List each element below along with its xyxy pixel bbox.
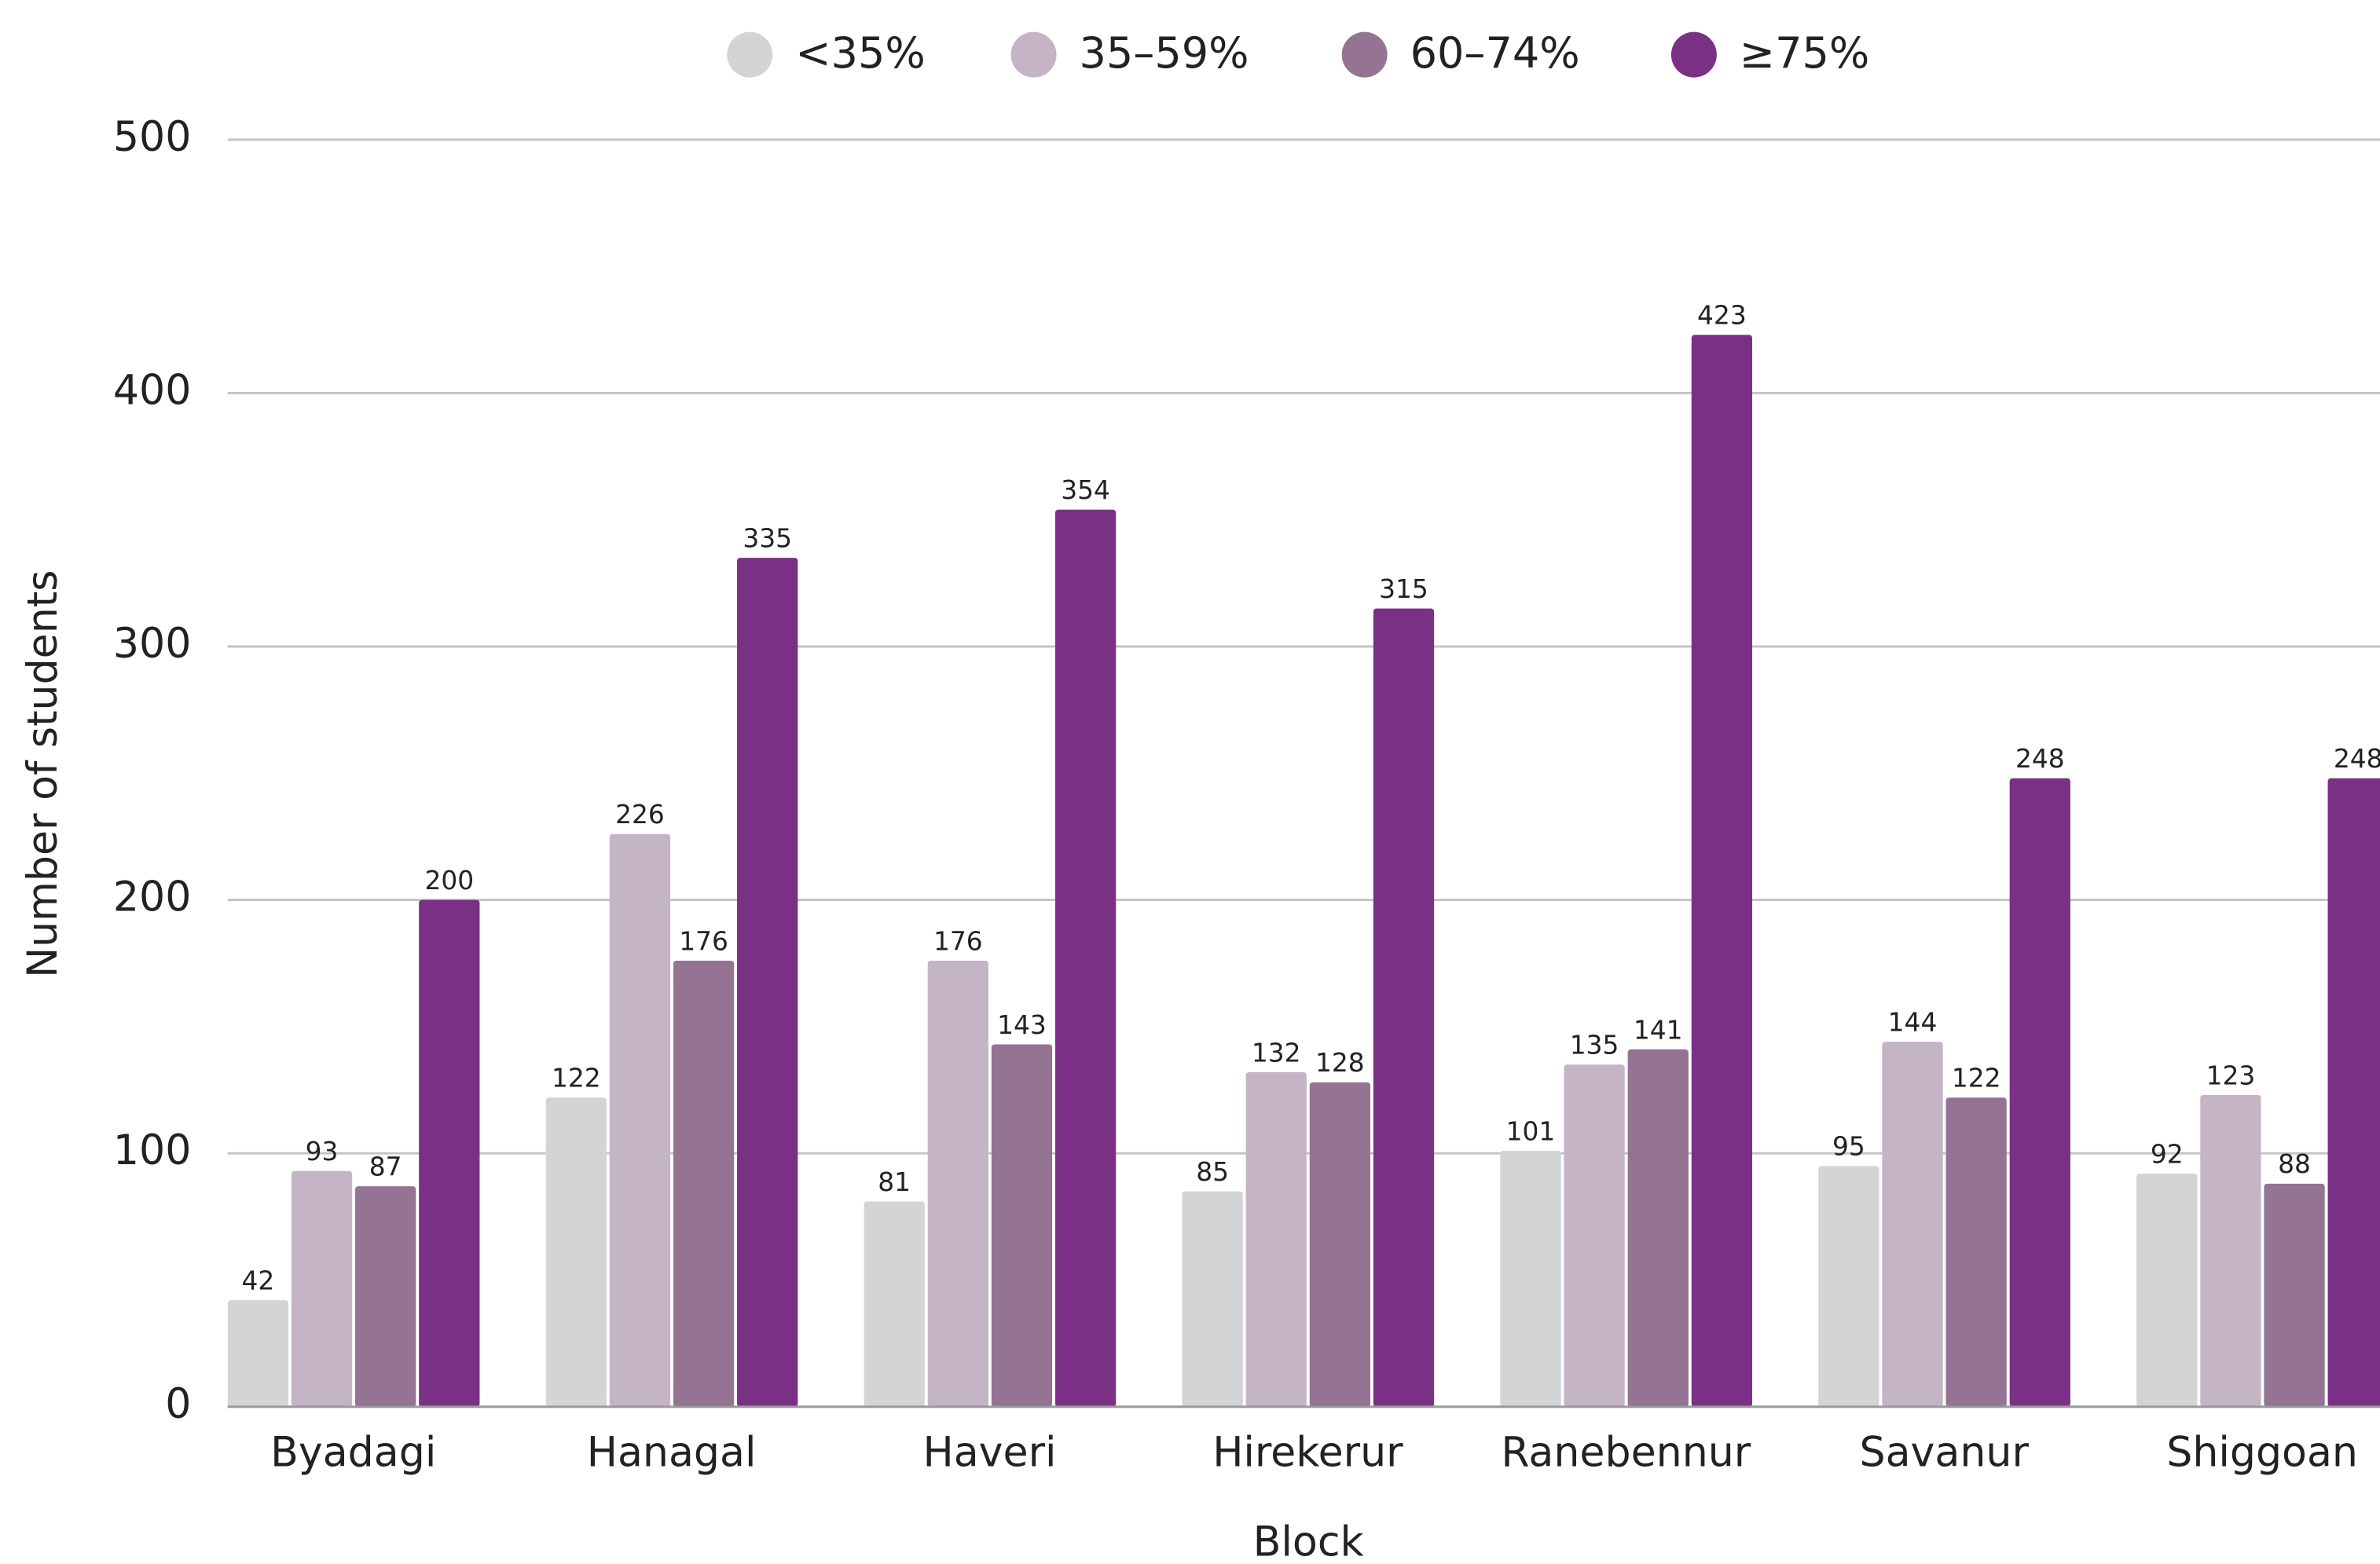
bar [1500, 1150, 1561, 1407]
bar [1627, 1049, 1689, 1407]
bar [1818, 1166, 1879, 1407]
data-label: 200 [424, 866, 474, 896]
y-tick-label: 200 [113, 874, 192, 921]
data-label: 335 [743, 523, 792, 553]
data-label: 135 [1570, 1031, 1619, 1060]
bar [291, 1170, 353, 1407]
data-label: 95 [1832, 1132, 1865, 1162]
data-label: 93 [306, 1137, 339, 1167]
legend-label: 60–74% [1410, 28, 1580, 78]
data-label: 92 [2151, 1139, 2184, 1169]
bar [1564, 1064, 1625, 1407]
data-label: 123 [2206, 1060, 2256, 1090]
bar [2200, 1095, 2261, 1407]
data-label: 423 [1697, 301, 1747, 331]
data-label: 144 [1888, 1008, 1938, 1038]
x-tick-label: Ranebennur [1501, 1430, 1751, 1477]
data-label: 88 [2278, 1149, 2311, 1179]
bar [609, 833, 671, 1407]
legend-swatch [1010, 31, 1057, 78]
x-axis-title: Block [1253, 1519, 1365, 1564]
data-label: 354 [1061, 475, 1110, 505]
data-label: 248 [2015, 744, 2065, 774]
x-tick-label: Byadagi [270, 1430, 436, 1477]
y-tick-label: 100 [113, 1127, 192, 1174]
x-tick-label: Hanagal [587, 1430, 757, 1477]
bar [1945, 1097, 2007, 1407]
data-label: 85 [1196, 1157, 1229, 1187]
bar [1245, 1071, 1307, 1407]
bar [1691, 335, 1753, 1407]
legend-label: 35–59% [1079, 28, 1249, 78]
y-tick-label: 300 [113, 621, 192, 668]
x-tick-label: Hirekerur [1212, 1430, 1403, 1477]
x-tick-label: Shiggoan [2166, 1430, 2358, 1477]
bar [1309, 1082, 1370, 1407]
data-label: 101 [1506, 1116, 1556, 1146]
bar [991, 1044, 1053, 1407]
x-tick-label: Savanur [1860, 1430, 2030, 1477]
bar [545, 1097, 607, 1407]
data-label: 143 [997, 1010, 1047, 1040]
data-label: 132 [1252, 1038, 1301, 1068]
data-label: 122 [552, 1064, 601, 1093]
bar [2327, 778, 2380, 1407]
legend-swatch [1341, 31, 1388, 78]
data-label: 176 [933, 926, 983, 956]
bar [227, 1300, 289, 1407]
data-label: 81 [878, 1167, 911, 1197]
bar [927, 961, 988, 1407]
data-label: 42 [242, 1266, 275, 1296]
x-tick-label: Haveri [922, 1430, 1056, 1477]
bar [1054, 509, 1117, 1407]
legend-swatch [727, 31, 773, 78]
data-label: 248 [2334, 744, 2380, 774]
bar [673, 961, 735, 1407]
data-label: 122 [1952, 1064, 2001, 1093]
data-label: 176 [679, 926, 728, 956]
y-axis-title: Number of students [20, 570, 67, 978]
data-label: 315 [1379, 574, 1428, 604]
data-label: 128 [1315, 1048, 1365, 1078]
data-label: 87 [369, 1152, 402, 1181]
legend-label: <35% [795, 28, 926, 78]
y-tick-label: 400 [113, 367, 192, 414]
legend-swatch [1670, 31, 1717, 78]
legend-label: ≥75% [1740, 28, 1870, 78]
y-tick-label: 500 [113, 114, 192, 161]
bar [1373, 608, 1435, 1407]
bar [737, 558, 798, 1407]
data-label: 226 [615, 800, 665, 830]
y-tick-label: 0 [165, 1381, 191, 1428]
bar [2009, 778, 2070, 1407]
data-label: 141 [1634, 1015, 1683, 1045]
bar [2136, 1174, 2198, 1407]
bar [864, 1201, 925, 1407]
bar [1182, 1191, 1243, 1407]
bar [2264, 1183, 2325, 1407]
bar [1882, 1042, 1943, 1407]
bar [355, 1186, 416, 1407]
bar [419, 899, 480, 1407]
